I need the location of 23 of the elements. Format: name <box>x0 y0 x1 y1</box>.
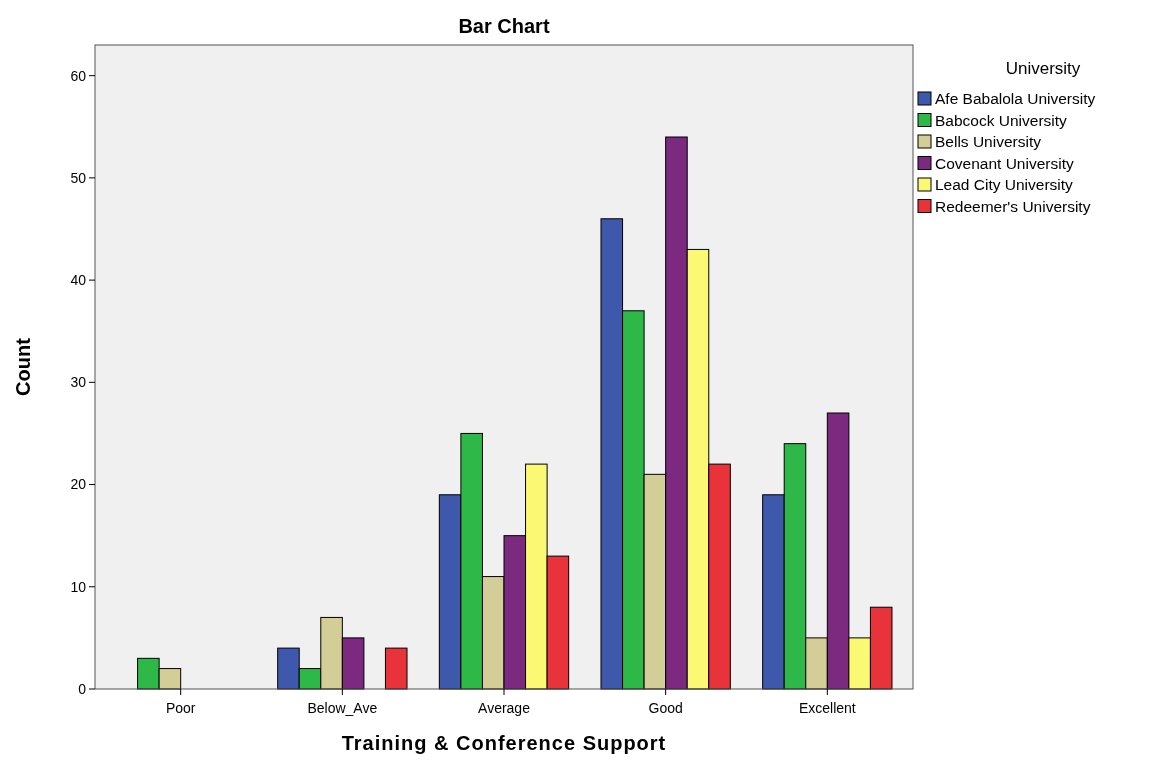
x-tick-label: Poor <box>165 700 196 716</box>
legend-label: Babcock University <box>935 111 1068 129</box>
y-axis-title: Count <box>12 337 34 396</box>
y-tick-label: 60 <box>70 67 87 84</box>
y-tick-label: 0 <box>78 680 87 697</box>
x-tick-label: Excellent <box>798 700 856 716</box>
x-tick-label: Average <box>478 700 531 716</box>
y-tick-label: 40 <box>70 272 87 289</box>
x-tick-label: Below_Ave <box>307 700 378 716</box>
y-tick-label: 10 <box>70 578 87 595</box>
legend-label: Bells University <box>935 133 1042 151</box>
x-axis-title: Training & Conference Support <box>341 732 667 754</box>
legend-label: Afe Babalola University <box>935 90 1096 108</box>
legend-label: Redeemer's University <box>935 197 1091 215</box>
bar <box>384 647 408 690</box>
x-tick-label: Good <box>648 700 683 716</box>
legend-label: Lead City University <box>935 176 1074 194</box>
legend-title: University <box>1005 59 1081 78</box>
legend-label: Covenant University <box>935 154 1074 172</box>
y-tick-label: 50 <box>70 169 87 186</box>
y-tick-label: 20 <box>70 476 87 493</box>
chart-title: Bar Chart <box>458 15 550 37</box>
y-tick-label: 30 <box>70 374 87 391</box>
